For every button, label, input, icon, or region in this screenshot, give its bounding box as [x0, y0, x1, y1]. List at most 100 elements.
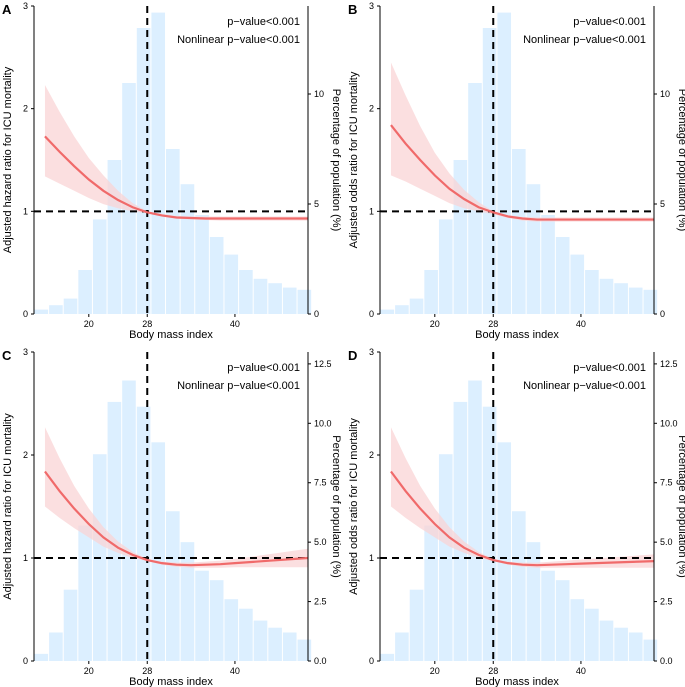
histogram-bar	[512, 511, 526, 661]
y2-tick-label: 0.0	[314, 656, 327, 666]
histogram-bar	[497, 12, 512, 314]
histogram-bar	[195, 570, 209, 661]
histogram-bar	[497, 442, 512, 661]
histogram-bar	[107, 401, 122, 661]
panel-a: 0 1 2 3 0 5 10 20 28 40 Body mass index Adjusted ha…	[2, 1, 342, 341]
y2-tick-label: 7.5	[660, 478, 673, 488]
histogram-bar	[122, 83, 136, 314]
x-tick-label: 40	[230, 666, 240, 676]
histogram-bar	[643, 289, 658, 314]
histogram-bar	[628, 287, 643, 314]
histogram-bar	[614, 283, 628, 314]
histogram-bar	[268, 283, 282, 314]
y-axis-title: Adjusted hazard ratio for ICU mortality	[2, 66, 14, 253]
x-tick-label: 28	[142, 319, 152, 329]
histogram-bar	[380, 653, 395, 661]
nonlinear-p-value-annotation: Nonlinear p−value<0.001	[177, 34, 300, 46]
histogram-bar	[468, 380, 482, 661]
histogram-bar	[34, 309, 49, 314]
panel-label: A	[2, 2, 12, 17]
y-tick-label: 0	[369, 309, 374, 319]
p-value-annotation: p−value<0.001	[227, 16, 300, 28]
histogram-bar	[49, 632, 63, 661]
y2-tick-label: 5.0	[660, 537, 673, 547]
x-tick-label: 40	[230, 319, 240, 329]
y2-tick-label: 5	[660, 199, 665, 209]
histogram-bar	[585, 608, 599, 661]
x-tick-label: 40	[576, 666, 586, 676]
y-tick-label: 3	[23, 347, 28, 357]
panel-c: 0 1 2 3 0.0 2.5 5.0 7.5 10.0 12.5 20 28 40 Body mass …	[2, 347, 342, 687]
histogram-bar	[409, 589, 424, 661]
y2-axis-title: Percentage of population (%)	[330, 435, 342, 577]
histogram-bar	[239, 270, 253, 314]
histogram-bar	[526, 542, 541, 661]
histogram-bar	[482, 28, 497, 314]
x-axis-title: Body mass index	[475, 676, 559, 687]
histogram-bar	[63, 298, 78, 314]
y-tick-label: 0	[23, 309, 28, 319]
y-tick-label: 1	[23, 206, 28, 216]
y2-axis-title: Percentage of population (%)	[330, 89, 342, 231]
histogram-bar	[180, 542, 195, 661]
y2-tick-label: 5	[314, 199, 319, 209]
nonlinear-p-value-annotation: Nonlinear p−value<0.001	[523, 380, 646, 392]
y-tick-label: 0	[23, 656, 28, 666]
y-tick-label: 3	[369, 347, 374, 357]
y-tick-label: 2	[23, 450, 28, 460]
histogram-bar	[78, 270, 92, 314]
histogram-bar	[195, 215, 209, 314]
histogram-bar	[282, 287, 297, 314]
x-tick-label: 40	[576, 319, 586, 329]
spline-curve	[390, 124, 654, 221]
histogram-bar	[166, 149, 180, 314]
histogram-bar	[239, 608, 253, 661]
y-tick-label: 2	[23, 104, 28, 114]
y-tick-label: 1	[369, 206, 374, 216]
x-axis-title: Body mass index	[129, 676, 213, 687]
panel-label: B	[348, 2, 357, 17]
histogram-bar	[599, 620, 614, 661]
histogram-bar	[297, 639, 312, 661]
spline-curve	[44, 135, 308, 220]
histogram-bar	[395, 632, 409, 661]
y2-tick-label: 12.5	[314, 359, 332, 369]
y2-tick-label: 10.0	[314, 418, 332, 428]
x-tick-label: 20	[84, 319, 94, 329]
histogram-bar	[224, 254, 239, 314]
histogram-bar	[209, 580, 224, 661]
x-tick-label: 20	[84, 666, 94, 676]
confidence-band	[44, 427, 309, 568]
histogram-bar	[151, 12, 166, 314]
histogram-bar	[453, 401, 468, 661]
histogram-bar	[122, 380, 136, 661]
y2-tick-label: 0.0	[660, 656, 673, 666]
histogram-bar	[92, 219, 107, 314]
histogram-bar	[541, 570, 555, 661]
histogram-bar	[409, 298, 424, 314]
y2-tick-label: 7.5	[314, 478, 327, 488]
spline-curve	[390, 470, 655, 567]
histogram-bar	[643, 639, 658, 661]
histogram-bar	[526, 184, 541, 314]
histogram-bar	[570, 254, 585, 314]
x-tick-label: 20	[430, 666, 440, 676]
histogram-bar	[151, 442, 166, 661]
histogram-bar	[282, 632, 297, 661]
y2-tick-label: 0	[660, 309, 665, 319]
histogram-bar	[253, 278, 268, 314]
histogram-bar	[628, 632, 643, 661]
histogram-bar	[253, 620, 268, 661]
x-axis-title: Body mass index	[129, 329, 213, 341]
histogram-bar	[424, 525, 438, 661]
histogram-bar	[166, 511, 180, 661]
histogram-bar	[555, 580, 570, 661]
histogram-bar	[424, 270, 438, 314]
histogram-bar	[599, 278, 614, 314]
x-tick-label: 28	[142, 666, 152, 676]
y-tick-label: 2	[369, 104, 374, 114]
confidence-band	[390, 62, 654, 222]
y-axis-title: Adjusted odds ratio for ICU mortality	[348, 71, 360, 248]
y2-axis-title: Percentage of population (%)	[676, 89, 685, 231]
confidence-band	[44, 85, 309, 221]
